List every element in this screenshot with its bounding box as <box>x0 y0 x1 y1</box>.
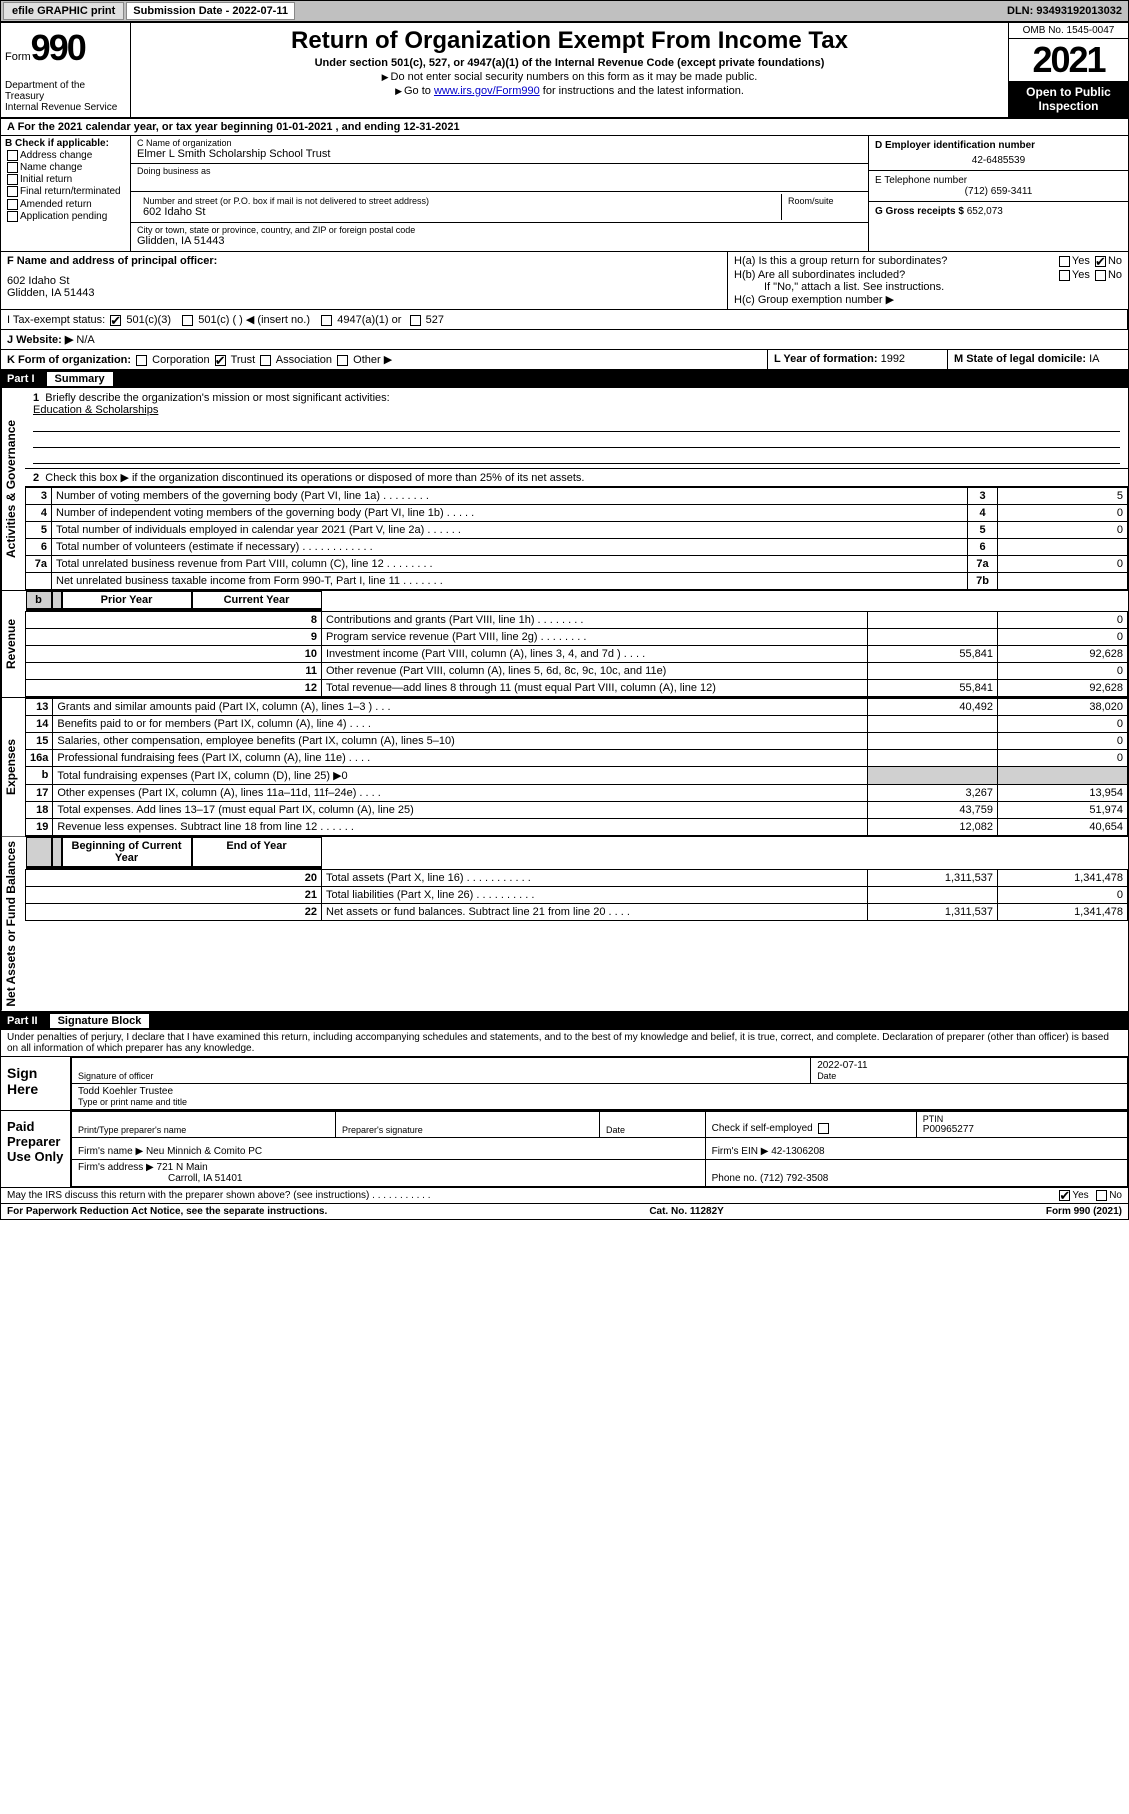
chk-501c[interactable] <box>182 315 193 326</box>
state-domicile: IA <box>1089 353 1099 365</box>
perjury-statement: Under penalties of perjury, I declare th… <box>1 1030 1128 1057</box>
row-i: I Tax-exempt status: 501(c)(3) 501(c) ( … <box>1 310 1128 330</box>
netassets-table: Beginning of Current YearEnd of Year20To… <box>25 837 1128 921</box>
website: N/A <box>76 334 94 346</box>
chk-name[interactable] <box>7 162 18 173</box>
note-ssn: Do not enter social security numbers on … <box>139 71 1000 83</box>
chk-address[interactable] <box>7 150 18 161</box>
discuss-no[interactable] <box>1096 1190 1107 1201</box>
form-subtitle: Under section 501(c), 527, or 4947(a)(1)… <box>139 57 1000 69</box>
firm-phone: (712) 792-3508 <box>760 1173 828 1184</box>
side-governance: Activities & Governance <box>1 388 25 590</box>
gross-receipts: 652,073 <box>967 206 1003 217</box>
section-expenses: Expenses 13Grants and similar amounts pa… <box>1 698 1128 837</box>
expenses-table: 13Grants and similar amounts paid (Part … <box>25 698 1128 836</box>
ha-yes[interactable] <box>1059 256 1070 267</box>
part1-header: Part I Summary <box>1 370 1128 388</box>
note-link: Go to www.irs.gov/Form990 for instructio… <box>139 85 1000 97</box>
page-footer: For Paperwork Reduction Act Notice, see … <box>1 1204 1128 1219</box>
officer-addr1: 602 Idaho St <box>7 275 721 287</box>
year-formation: 1992 <box>881 353 905 365</box>
sig-date: 2022-07-11 <box>817 1060 1121 1071</box>
row-a-tax-year: A For the 2021 calendar year, or tax yea… <box>1 119 1128 136</box>
dln: DLN: 93493192013032 <box>1007 5 1128 17</box>
chk-self-employed[interactable] <box>818 1123 829 1134</box>
form-header: Form 990 Department of the Treasury Inte… <box>1 23 1128 119</box>
governance-table: 3Number of voting members of the governi… <box>25 487 1128 590</box>
signature-block: Under penalties of perjury, I declare th… <box>1 1030 1128 1204</box>
officer-addr2: Glidden, IA 51443 <box>7 287 721 299</box>
ptin: P00965277 <box>923 1124 1121 1135</box>
open-inspection: Open to Public Inspection <box>1009 81 1128 117</box>
firm-addr1: 721 N Main <box>157 1162 208 1173</box>
side-expenses: Expenses <box>1 698 25 836</box>
may-irs-discuss: May the IRS discuss this return with the… <box>1 1188 1128 1204</box>
row-klm: K Form of organization: Corporation Trus… <box>1 350 1128 370</box>
topbar: efile GRAPHIC print Submission Date - 20… <box>0 0 1129 22</box>
side-netassets: Net Assets or Fund Balances <box>1 837 25 1011</box>
chk-trust[interactable] <box>215 355 226 366</box>
section-revenue: Revenue bPrior YearCurrent Year8Contribu… <box>1 591 1128 698</box>
chk-corp[interactable] <box>136 355 147 366</box>
chk-501c3[interactable] <box>110 315 121 326</box>
officer-name-title: Todd Koehler Trustee <box>78 1086 1121 1097</box>
block-bcd: B Check if applicable: Address change Na… <box>1 136 1128 252</box>
org-name: Elmer L Smith Scholarship School Trust <box>137 148 862 160</box>
sign-here-label: Sign Here <box>1 1057 71 1110</box>
city-state-zip: Glidden, IA 51443 <box>137 235 862 247</box>
form-number: Form 990 <box>5 27 126 69</box>
paid-preparer-label: Paid Preparer Use Only <box>1 1111 71 1187</box>
discuss-yes[interactable] <box>1059 1190 1070 1201</box>
dept-treasury: Department of the Treasury Internal Reve… <box>5 80 126 113</box>
hb-no[interactable] <box>1095 270 1106 281</box>
chk-4947[interactable] <box>321 315 332 326</box>
chk-527[interactable] <box>410 315 421 326</box>
tax-year: 2021 <box>1009 39 1128 81</box>
revenue-table: bPrior YearCurrent Year8Contributions an… <box>25 591 1128 697</box>
firm-addr2: Carroll, IA 51401 <box>168 1173 243 1184</box>
chk-initial[interactable] <box>7 174 18 185</box>
chk-final[interactable] <box>7 186 18 197</box>
street-address: 602 Idaho St <box>143 206 775 218</box>
omb-number: OMB No. 1545-0047 <box>1009 23 1128 39</box>
phone: (712) 659-3411 <box>875 186 1122 197</box>
form-990: Form 990 Department of the Treasury Inte… <box>0 22 1129 1220</box>
submission-date: Submission Date - 2022-07-11 <box>126 2 295 20</box>
row-j: J Website: ▶ N/A <box>1 330 1128 350</box>
chk-amended[interactable] <box>7 199 18 210</box>
firm-name: Neu Minnich & Comito PC <box>146 1146 262 1157</box>
row-fh: F Name and address of principal officer:… <box>1 252 1128 310</box>
section-netassets: Net Assets or Fund Balances Beginning of… <box>1 837 1128 1012</box>
mission-block: 1 Briefly describe the organization's mi… <box>25 388 1128 469</box>
ha-no[interactable] <box>1095 256 1106 267</box>
part2-header: Part II Signature Block <box>1 1012 1128 1030</box>
hb-yes[interactable] <box>1059 270 1070 281</box>
form-title: Return of Organization Exempt From Incom… <box>139 27 1000 55</box>
chk-pending[interactable] <box>7 211 18 222</box>
col-b-checkboxes: B Check if applicable: Address change Na… <box>1 136 131 251</box>
ein: 42-6485539 <box>875 155 1122 166</box>
firm-ein: 42-1306208 <box>771 1146 824 1157</box>
irs-link[interactable]: www.irs.gov/Form990 <box>434 85 540 97</box>
efile-btn[interactable]: efile GRAPHIC print <box>3 2 124 20</box>
chk-assoc[interactable] <box>260 355 271 366</box>
side-revenue: Revenue <box>1 591 25 697</box>
chk-other[interactable] <box>337 355 348 366</box>
section-governance: Activities & Governance 1 Briefly descri… <box>1 388 1128 591</box>
mission-text: Education & Scholarships <box>33 404 1120 416</box>
